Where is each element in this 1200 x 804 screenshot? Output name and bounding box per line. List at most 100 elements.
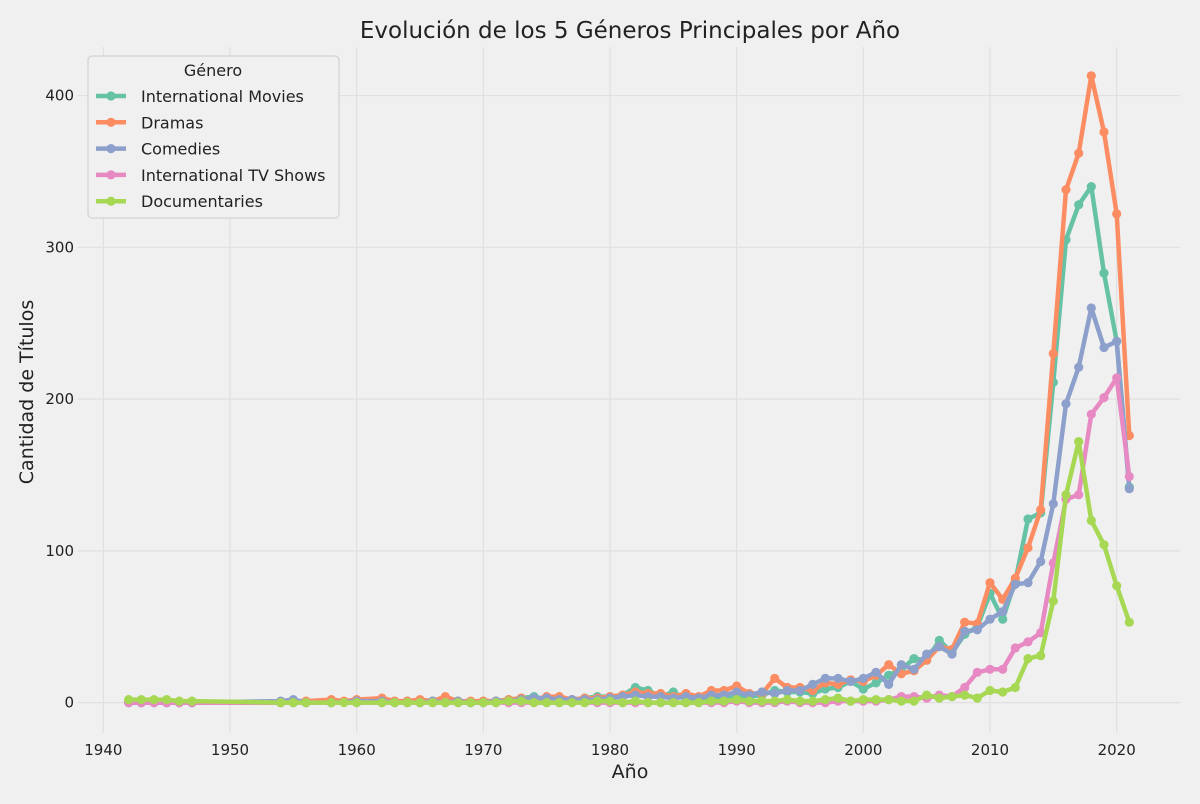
data-point (1074, 362, 1084, 372)
data-point (1112, 336, 1122, 346)
data-point (402, 698, 412, 708)
y-tick-label: 200 (45, 390, 74, 408)
data-point (998, 664, 1008, 674)
data-point (618, 698, 628, 708)
data-point (1061, 185, 1071, 195)
data-point (960, 682, 970, 693)
legend-label: Documentaries (141, 192, 263, 211)
data-point (998, 687, 1008, 697)
data-point (934, 693, 944, 703)
data-point (1036, 505, 1046, 515)
data-point (1010, 579, 1020, 589)
data-point (808, 696, 818, 706)
data-point (1023, 578, 1033, 588)
data-point (770, 696, 780, 706)
data-point (896, 660, 906, 670)
data-point (1124, 471, 1134, 482)
data-point (858, 673, 868, 684)
data-point (681, 698, 691, 708)
legend-title: Género (184, 61, 242, 80)
data-point (1010, 643, 1020, 653)
data-point (846, 676, 856, 687)
data-point (466, 698, 476, 708)
data-point (884, 695, 894, 705)
data-point (820, 673, 830, 684)
legend-swatch-marker (106, 144, 116, 154)
data-point (415, 698, 425, 708)
data-point (1048, 349, 1058, 359)
legend-label: International Movies (141, 87, 304, 106)
data-point (428, 698, 438, 708)
legend-item: Comedies (96, 140, 220, 159)
data-point (909, 664, 919, 674)
x-axis-label: Año (612, 761, 649, 783)
data-point (174, 696, 184, 706)
data-point (149, 695, 159, 705)
data-point (668, 698, 678, 708)
y-tick-label: 0 (64, 694, 74, 712)
data-point (795, 685, 805, 696)
legend-label: International TV Shows (141, 166, 326, 185)
data-point (871, 678, 881, 688)
data-point (605, 696, 615, 706)
data-point (909, 654, 919, 664)
data-point (820, 695, 830, 705)
data-point (1036, 556, 1046, 567)
data-point (770, 673, 780, 684)
data-point (998, 614, 1008, 624)
data-point (580, 698, 590, 708)
data-point (440, 698, 450, 708)
data-point (1023, 514, 1033, 524)
data-point (1112, 581, 1122, 591)
x-tick-label: 1980 (591, 741, 629, 759)
legend-item: Documentaries (96, 192, 263, 211)
series-4 (124, 437, 1134, 708)
legend-label: Comedies (141, 140, 220, 159)
data-point (706, 696, 716, 706)
data-point (871, 695, 881, 705)
data-point (782, 685, 792, 696)
data-point (504, 696, 514, 706)
data-point (1074, 437, 1084, 447)
data-point (1061, 490, 1071, 500)
data-point (972, 667, 982, 677)
data-point (1099, 268, 1109, 278)
data-point (390, 698, 400, 708)
legend-box (87, 55, 340, 219)
data-point (1086, 303, 1096, 313)
data-point (1048, 596, 1058, 606)
legend: Género International Movies Dramas Comedie… (87, 55, 340, 219)
legend-swatch-marker (106, 117, 116, 127)
data-point (1124, 484, 1134, 494)
x-tick-label: 1940 (84, 741, 122, 759)
data-point (1048, 499, 1058, 509)
data-point (972, 625, 982, 635)
data-point (884, 660, 894, 670)
data-point (960, 626, 970, 636)
series-layer (124, 71, 1134, 708)
data-point (1010, 682, 1020, 693)
data-point (339, 698, 349, 708)
data-point (795, 696, 805, 706)
data-point (187, 696, 197, 706)
data-point (1112, 209, 1122, 219)
data-point (1023, 637, 1033, 647)
data-point (301, 698, 311, 708)
data-point (1099, 540, 1109, 550)
data-point (972, 693, 982, 703)
data-point (1112, 373, 1122, 383)
data-point (947, 692, 957, 702)
legend-label: Dramas (141, 113, 203, 132)
data-point (694, 698, 704, 708)
legend-swatch-marker (106, 91, 116, 101)
x-tick-label: 2010 (971, 741, 1009, 759)
legend-swatch-marker (106, 170, 116, 180)
data-point (732, 695, 742, 705)
data-point (833, 693, 843, 703)
data-point (719, 696, 729, 706)
data-point (896, 696, 906, 706)
data-point (833, 673, 843, 684)
data-point (808, 679, 818, 690)
data-point (567, 698, 577, 708)
